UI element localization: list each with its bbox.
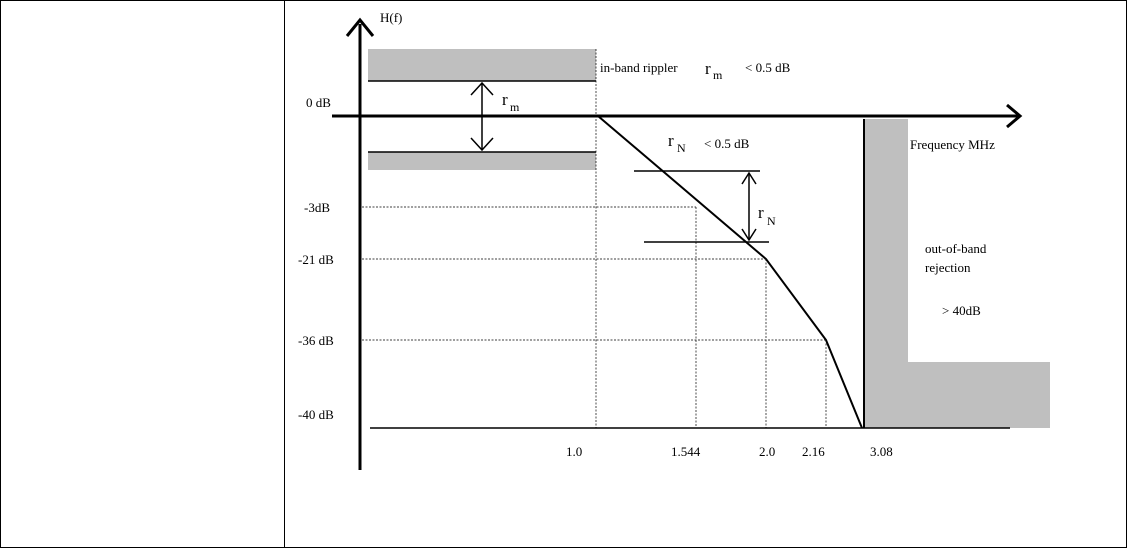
- x-tick-label: 1.0: [566, 444, 582, 459]
- inband-ripple-subscript: m: [713, 68, 723, 82]
- y-axis-arrow: [345, 17, 375, 37]
- y-axis-label: H(f): [380, 10, 402, 25]
- mask-curve: [597, 115, 863, 429]
- inband-ripple-symbol: r: [705, 59, 711, 78]
- x-axis-label: Frequency MHz: [910, 137, 995, 152]
- inband-ripple-text: in-band rippler: [600, 60, 678, 75]
- y-tick-label: -21 dB: [298, 252, 334, 267]
- rm-arrow-head-down: [470, 137, 494, 152]
- rm-subscript: m: [510, 100, 520, 114]
- rn-arrow-head-up: [741, 171, 757, 185]
- x-axis-arrow: [1006, 103, 1023, 129]
- x-tick-label: 3.08: [870, 444, 893, 459]
- rn-limit: < 0.5 dB: [704, 136, 750, 151]
- oob-value: > 40dB: [942, 303, 981, 318]
- lower-ripple-band: [368, 152, 596, 170]
- out-of-band-region: [864, 119, 1050, 428]
- rn-arrow-head-down: [741, 228, 757, 242]
- upper-ripple-band: [368, 49, 596, 81]
- rm-arrow-head-up: [470, 81, 494, 96]
- y-tick-label: -40 dB: [298, 407, 334, 422]
- rm-symbol: r: [502, 90, 508, 109]
- x-tick-label: 2.16: [802, 444, 825, 459]
- inband-ripple-limit: < 0.5 dB: [745, 60, 791, 75]
- rn-header-symbol: r: [668, 131, 674, 150]
- rn-symbol: r: [758, 203, 764, 222]
- oob-text-line2: rejection: [925, 260, 971, 275]
- y-tick-label: 0 dB: [306, 95, 331, 110]
- oob-text-line1: out-of-band: [925, 241, 987, 256]
- rn-subscript: N: [767, 214, 776, 228]
- x-tick-label: 1.544: [671, 444, 701, 459]
- x-tick-label: 2.0: [759, 444, 775, 459]
- y-tick-label: -3dB: [304, 200, 330, 215]
- y-tick-label: -36 dB: [298, 333, 334, 348]
- rn-header-subscript: N: [677, 141, 686, 155]
